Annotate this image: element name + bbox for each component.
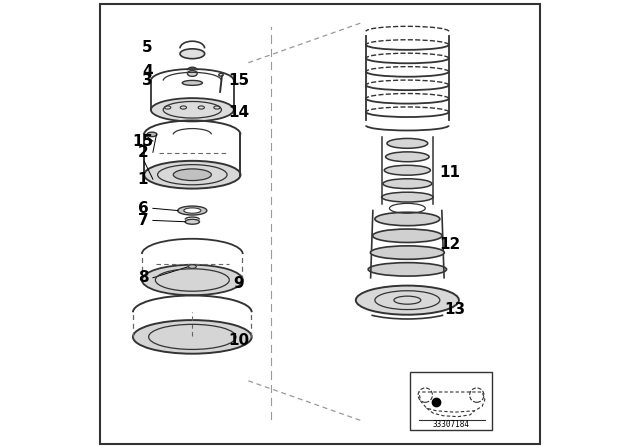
Ellipse shape [372, 229, 442, 242]
Ellipse shape [381, 192, 433, 202]
Text: 11: 11 [440, 165, 460, 180]
Text: 33307184: 33307184 [433, 420, 470, 429]
Ellipse shape [147, 132, 157, 137]
Ellipse shape [144, 161, 241, 189]
Text: 2: 2 [138, 145, 148, 160]
Ellipse shape [368, 263, 447, 276]
Text: 8: 8 [138, 270, 148, 285]
Ellipse shape [173, 169, 211, 181]
Ellipse shape [180, 49, 205, 59]
Text: 6: 6 [138, 201, 148, 216]
Text: 13: 13 [444, 302, 465, 317]
Text: 7: 7 [138, 213, 148, 228]
Ellipse shape [356, 286, 459, 315]
Ellipse shape [142, 265, 243, 295]
Ellipse shape [188, 71, 197, 77]
Ellipse shape [185, 220, 200, 224]
Text: 5: 5 [142, 39, 153, 55]
Ellipse shape [184, 208, 201, 213]
Text: 1: 1 [138, 172, 148, 187]
Text: 9: 9 [233, 276, 244, 291]
Text: 14: 14 [228, 105, 249, 121]
Text: 15: 15 [228, 73, 249, 88]
Ellipse shape [387, 138, 428, 148]
Ellipse shape [375, 212, 440, 226]
Text: 12: 12 [439, 237, 461, 252]
Text: 15: 15 [132, 134, 154, 149]
Ellipse shape [182, 81, 202, 86]
Ellipse shape [383, 179, 432, 189]
Ellipse shape [371, 246, 444, 259]
Ellipse shape [151, 98, 234, 121]
Text: 4: 4 [142, 64, 153, 79]
Ellipse shape [178, 206, 207, 215]
Bar [410, 372, 493, 430]
Ellipse shape [133, 320, 252, 354]
Ellipse shape [386, 152, 429, 162]
Ellipse shape [384, 165, 431, 175]
Text: 3: 3 [142, 73, 153, 88]
Ellipse shape [188, 265, 196, 268]
Text: 10: 10 [228, 333, 249, 348]
